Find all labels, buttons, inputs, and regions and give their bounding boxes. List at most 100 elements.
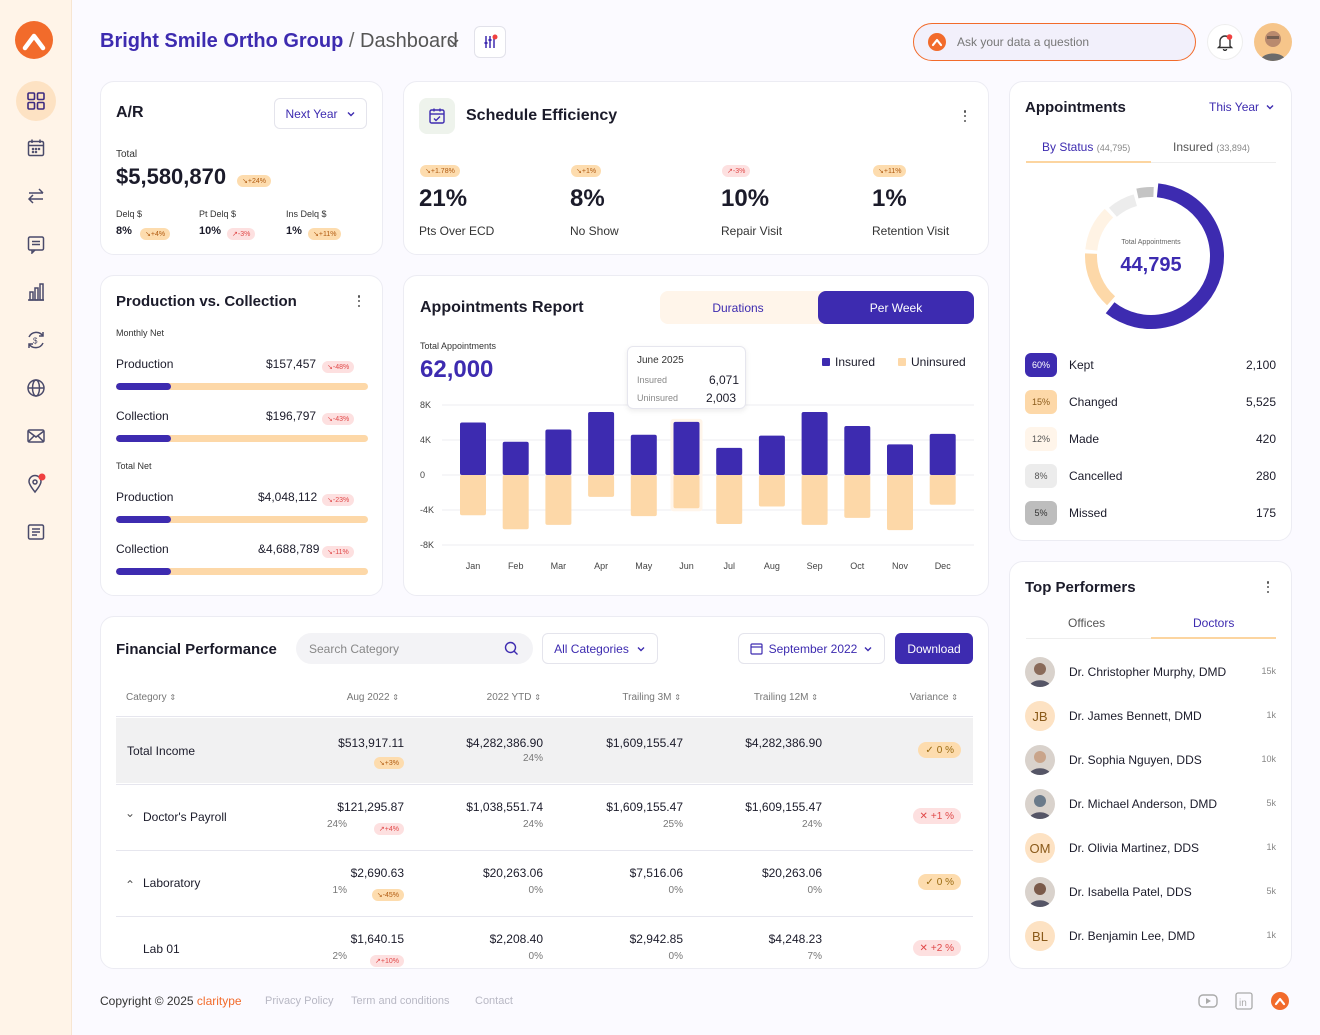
bar-uninsured[interactable] (801, 475, 828, 525)
brand-footer-icon[interactable] (1271, 992, 1289, 1010)
privacy-policy-link[interactable]: Privacy Policy (265, 995, 334, 1007)
nav-mail-icon[interactable] (16, 416, 56, 456)
user-avatar[interactable] (1254, 23, 1292, 61)
notifications-button[interactable] (1207, 24, 1243, 60)
donut-segment[interactable] (1085, 208, 1114, 251)
bar-insured[interactable] (545, 429, 572, 476)
more-options-icon[interactable] (958, 109, 972, 123)
performer-name[interactable]: Dr. Olivia Martinez, DDS (1069, 841, 1200, 855)
x-tick-label: Nov (892, 561, 909, 571)
performer-name[interactable]: Dr. Isabella Patel, DDS (1069, 885, 1192, 899)
chevron-up-icon[interactable]: ⌃ (125, 878, 136, 892)
org-name[interactable]: Bright Smile Ortho Group (100, 30, 344, 52)
appointments-filter[interactable]: This Year (1209, 100, 1275, 114)
bar-insured[interactable] (673, 421, 700, 475)
column-header[interactable]: Trailing 3M ⇕ (622, 692, 681, 703)
bar-insured[interactable] (716, 447, 743, 475)
bar-uninsured[interactable] (887, 475, 913, 531)
sort-icon: ⇕ (811, 693, 818, 702)
brand-logo[interactable] (15, 21, 53, 59)
linkedin-icon[interactable]: in (1235, 992, 1253, 1013)
nav-billing-icon[interactable]: $ (16, 320, 56, 360)
nav-calendar-icon[interactable] (16, 128, 56, 168)
contact-link[interactable]: Contact (475, 995, 513, 1007)
date-picker[interactable]: September 2022 (738, 633, 885, 664)
bar-uninsured[interactable] (929, 475, 956, 505)
bar-insured[interactable] (801, 412, 828, 475)
tab-offices[interactable]: Offices (1068, 616, 1106, 630)
donut-segment[interactable] (1108, 194, 1138, 217)
nav-location-icon[interactable] (16, 464, 56, 504)
tab-per-week[interactable]: Per Week (818, 291, 974, 324)
bar-uninsured[interactable] (502, 475, 529, 530)
table-row[interactable] (116, 784, 973, 849)
x-tick-label: Oct (850, 561, 865, 571)
cell-value: $121,295.87 (337, 800, 404, 814)
tab-doctors[interactable]: Doctors (1193, 616, 1235, 630)
youtube-icon[interactable] (1198, 992, 1218, 1013)
bar-uninsured[interactable] (716, 475, 743, 524)
legend-swatch (898, 358, 906, 366)
table-row[interactable] (116, 718, 973, 783)
bar-uninsured[interactable] (673, 475, 700, 509)
bar-uninsured[interactable] (460, 475, 486, 516)
tab-label: Insured (1173, 140, 1214, 154)
performer-value: 5k (1266, 798, 1276, 808)
nav-reports-icon[interactable] (16, 272, 56, 312)
nav-transfer-icon[interactable] (16, 176, 56, 216)
performer-name[interactable]: Dr. James Bennett, DMD (1069, 709, 1202, 723)
bar-uninsured[interactable] (588, 475, 615, 497)
cell-percent: 1% (332, 885, 347, 896)
bar-insured[interactable] (758, 435, 785, 475)
bar-insured[interactable] (929, 433, 956, 475)
bar-uninsured[interactable] (758, 475, 785, 507)
row-category: Doctor's Payroll (143, 810, 227, 824)
table-row[interactable] (116, 916, 973, 968)
nav-globe-icon[interactable] (16, 368, 56, 408)
tab-by-status[interactable]: By Status (44,795) (1042, 140, 1130, 154)
ar-filter-select[interactable]: Next Year (274, 98, 367, 129)
performer-name[interactable]: Dr. Sophia Nguyen, DDS (1069, 753, 1202, 767)
column-header[interactable]: 2022 YTD ⇕ (487, 692, 541, 703)
bar-insured[interactable] (460, 422, 486, 476)
bar-uninsured[interactable] (545, 475, 572, 525)
bar-insured[interactable] (844, 426, 871, 475)
bar-insured[interactable] (588, 412, 615, 475)
more-options-icon[interactable] (352, 294, 366, 308)
bar-uninsured[interactable] (630, 475, 657, 517)
bar-insured[interactable] (502, 441, 529, 475)
donut-segment[interactable] (1136, 187, 1154, 199)
status-label: Cancelled (1069, 469, 1123, 483)
filters-button[interactable] (474, 26, 506, 58)
report-total-label: Total Appointments (420, 341, 497, 351)
donut-segment[interactable] (1085, 253, 1116, 306)
table-row[interactable] (116, 850, 973, 915)
category-search-input[interactable]: Search Category (296, 633, 533, 664)
performer-name[interactable]: Dr. Michael Anderson, DMD (1069, 797, 1218, 811)
chevron-down-icon[interactable]: ⌄ (125, 806, 136, 820)
terms-link[interactable]: Term and conditions (351, 995, 450, 1007)
bar-insured[interactable] (887, 444, 913, 475)
ask-data-input[interactable]: Ask your data a question (913, 23, 1196, 61)
download-button[interactable]: Download (895, 633, 973, 664)
nav-dashboard-icon[interactable] (16, 81, 56, 121)
tab-insured[interactable]: Insured (33,894) (1173, 140, 1250, 154)
performer-name[interactable]: Dr. Benjamin Lee, DMD (1069, 929, 1196, 943)
bar-uninsured[interactable] (844, 475, 871, 518)
column-header[interactable]: Category ⇕ (126, 692, 176, 703)
chevron-down-icon[interactable] (448, 36, 460, 51)
nav-documents-icon[interactable] (16, 512, 56, 552)
category-filter-select[interactable]: All Categories (542, 633, 658, 664)
performer-name[interactable]: Dr. Christopher Murphy, DMD (1069, 665, 1227, 679)
column-header[interactable]: Trailing 12M ⇕ (754, 692, 818, 703)
prod-row-badge: ↘ -23% (322, 494, 355, 506)
brand-link[interactable]: claritype (196, 994, 242, 1008)
column-header[interactable]: Aug 2022 ⇕ (347, 692, 399, 703)
nav-messages-icon[interactable] (16, 224, 56, 264)
tab-durations[interactable]: Durations (712, 300, 764, 315)
bar-insured[interactable] (630, 434, 657, 475)
column-header[interactable]: Variance ⇕ (910, 692, 958, 703)
more-options-icon[interactable] (1261, 580, 1275, 594)
donut-segment[interactable] (1105, 183, 1224, 329)
top-performers-card: Top Performers Offices Doctors Dr. Chris… (1009, 561, 1292, 969)
